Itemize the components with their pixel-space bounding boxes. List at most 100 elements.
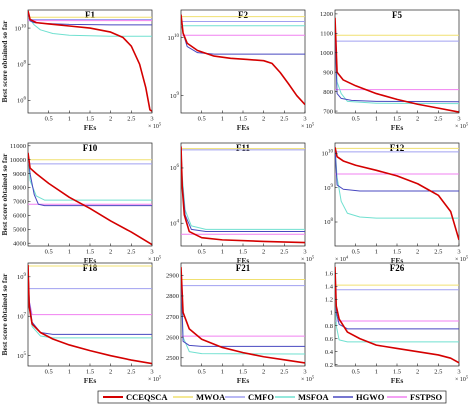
plot-area xyxy=(27,142,153,247)
x-axis-label: FEs xyxy=(237,376,250,385)
x-multiplier: × 105 xyxy=(455,375,469,384)
plot-area xyxy=(180,262,306,367)
x-multiplier: × 105 xyxy=(455,122,469,131)
x-tick-label: 0.5 xyxy=(198,369,206,376)
x-axis-label: FEs xyxy=(237,123,250,132)
x-axis-label: FEs xyxy=(391,256,404,265)
y-tick-label: 2700 xyxy=(166,314,179,321)
panel-f10: F10 0.5 1 1.5 2 2.5 3× 105 FEs 4000 5000 6000 7000 8… xyxy=(0,142,162,265)
plot-area xyxy=(334,142,460,247)
x-tick-label: 3 xyxy=(303,249,306,256)
y-tick-label: 1010 xyxy=(168,34,180,42)
y-tick-label: 2500 xyxy=(166,355,179,362)
x-tick-label: 0.5 xyxy=(352,369,360,376)
x-tick-label: 0.5 xyxy=(45,116,53,123)
x-tick-label: 2 xyxy=(109,249,112,256)
y-tick-label: 1010 xyxy=(322,150,334,158)
y-tick-label: 107 xyxy=(17,312,27,320)
x-tick-label: 2 xyxy=(416,369,419,376)
y-tick-label: 1200 xyxy=(320,11,333,18)
x-tick-label: 2.5 xyxy=(280,116,288,123)
x-tick-label: 2.5 xyxy=(280,369,288,376)
legend-item-fstpso: FSTPSO xyxy=(387,392,443,402)
series-group xyxy=(28,10,152,112)
legend: CCEQSCA MWOA CMFO MSFOA HGWO FSTPSO xyxy=(97,390,447,404)
panel-title: F26 xyxy=(390,263,405,273)
panel-f1: F1 0.5 1 1.5 2 2.5 3× 105 FEs 106 108 1010 Best sco… xyxy=(0,9,162,132)
y-axis-label: Best score obtained so far xyxy=(0,153,9,236)
panel-title: F11 xyxy=(236,143,251,153)
x-multiplier: × 105 xyxy=(148,375,162,384)
series-group xyxy=(335,147,459,241)
legend-item-mwoa: MWOA xyxy=(173,392,226,402)
y-tick-label: 109 xyxy=(17,273,27,281)
x-tick-label: 1.5 xyxy=(393,369,401,376)
y-tick-label: 8000 xyxy=(13,185,26,192)
x-tick-label: 3 xyxy=(150,369,153,376)
y-tick-label: 106 xyxy=(17,97,27,105)
x-tick-label: 1 xyxy=(375,369,378,376)
panel-title: F5 xyxy=(392,10,402,20)
panel-title: F1 xyxy=(85,10,95,20)
y-tick-label: 1.4 xyxy=(325,284,334,291)
x-tick-label: 3 xyxy=(303,116,306,123)
x-tick-label: 1 xyxy=(221,369,224,376)
panel-title: F18 xyxy=(83,263,98,273)
y-tick-label: 5000 xyxy=(13,226,26,233)
series-line-cceqsca xyxy=(335,266,459,364)
y-tick-label: 109 xyxy=(170,92,180,100)
y-tick-label: 0.4 xyxy=(325,349,334,356)
x-axis-label: FEs xyxy=(84,123,97,132)
y-tick-label: 109 xyxy=(324,184,334,192)
x-tick-label: 1 xyxy=(375,116,378,123)
series-line-cceqsca xyxy=(181,267,305,364)
series-line-cceqsca xyxy=(335,147,459,241)
legend-label: HGWO xyxy=(356,392,385,402)
series-line-cceqsca xyxy=(335,17,459,113)
x-tick-label: 3 xyxy=(457,369,460,376)
y-tick-label: 900 xyxy=(323,69,333,76)
y-tick-label: 1000 xyxy=(320,50,333,57)
x-tick-label: 1.5 xyxy=(86,116,94,123)
plot-area xyxy=(27,9,153,114)
panel-f21: F21 0.5 1 1.5 2 2.5 3× 105 FEs 2500 2600 2700 2800 2… xyxy=(166,262,315,385)
legend-label: MWOA xyxy=(196,392,226,402)
y-tick-label: 1100 xyxy=(320,31,333,38)
y-tick-label: 2800 xyxy=(166,293,179,300)
plot-area xyxy=(334,262,460,367)
panel-f2: F2 0.5 1 1.5 2 2.5 3× 105 FEs 1010 109 xyxy=(168,9,315,132)
x-tick-label: 2.5 xyxy=(127,369,135,376)
x-axis-label: FEs xyxy=(84,256,97,265)
series-line-hgwo xyxy=(181,275,305,347)
x-tick-label: 2 xyxy=(109,369,112,376)
panel-f5: F5 0.5 1 1.5 2 2.5 3× 105 FEs 700 800 900 1000 1100 1… xyxy=(320,9,469,132)
x-axis-label: FEs xyxy=(391,123,404,132)
y-tick-label: 7000 xyxy=(13,199,26,206)
panel-f11: F11 0.5 1 1.5 2 2.5 3× 105 FEs 104 106 xyxy=(170,142,315,265)
legend-item-hgwo: HGWO xyxy=(333,392,385,402)
y-multiplier: × 104 xyxy=(335,255,349,264)
x-tick-label: 1.5 xyxy=(239,369,247,376)
x-tick-label: 1 xyxy=(68,369,71,376)
x-multiplier: × 105 xyxy=(301,375,315,384)
y-tick-label: 10000 xyxy=(10,157,26,164)
series-line-hgwo xyxy=(28,152,152,207)
y-tick-label: 108 xyxy=(324,218,334,226)
y-tick-label: 2600 xyxy=(166,334,179,341)
y-tick-label: 1.6 xyxy=(325,271,334,278)
series-line-cceqsca xyxy=(181,14,305,106)
legend-item-msfoa: MSFOA xyxy=(275,392,330,402)
y-tick-label: 1 xyxy=(330,310,333,317)
x-tick-label: 2.5 xyxy=(127,249,135,256)
x-axis-label: FEs xyxy=(391,376,404,385)
x-tick-label: 1.5 xyxy=(239,116,247,123)
x-tick-label: 1.5 xyxy=(86,249,94,256)
x-tick-label: 1 xyxy=(68,116,71,123)
x-tick-label: 3 xyxy=(150,116,153,123)
plot-area xyxy=(180,9,306,114)
x-tick-label: 2 xyxy=(109,116,112,123)
x-multiplier: × 105 xyxy=(148,122,162,131)
